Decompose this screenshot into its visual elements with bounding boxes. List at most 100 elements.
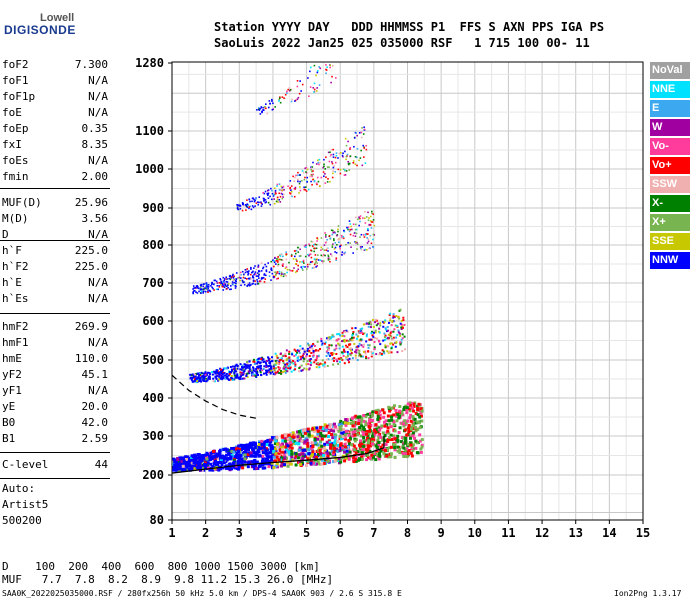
y-tick-label: 500 (142, 353, 164, 367)
echo-point (313, 82, 316, 85)
echo-point (231, 276, 233, 278)
echo-point (234, 287, 237, 289)
echo-point (318, 462, 322, 466)
echo-point (280, 188, 283, 191)
echo-point (341, 251, 344, 253)
echo-point (362, 217, 364, 219)
echo-point (281, 189, 284, 191)
echo-point (333, 239, 335, 242)
x-tick-label: 8 (404, 526, 411, 540)
echo-point (311, 450, 315, 454)
echo-point (262, 197, 265, 200)
echo-point (248, 207, 250, 210)
echo-point (392, 330, 395, 333)
echo-point (296, 85, 299, 88)
echo-point (370, 221, 373, 223)
echo-point (365, 340, 368, 343)
echo-point (280, 258, 283, 261)
param-value: N/A (88, 336, 108, 349)
echo-point (344, 170, 346, 173)
echo-point (254, 283, 257, 286)
echo-point (319, 259, 322, 261)
echo-point (302, 352, 305, 355)
echo-point (203, 283, 205, 285)
echo-point (332, 231, 335, 234)
echo-point (305, 171, 307, 173)
echo-point (233, 281, 236, 284)
echo-point (392, 313, 395, 316)
echo-point (262, 191, 265, 194)
echo-point (367, 439, 371, 443)
echo-point (399, 322, 402, 325)
echo-point (376, 322, 379, 325)
echo-point (288, 261, 290, 264)
echo-point (256, 109, 258, 111)
echo-point (381, 438, 385, 442)
param-value: N/A (88, 384, 108, 397)
echo-point (339, 427, 343, 431)
echo-point (326, 457, 330, 461)
echo-point (338, 347, 341, 350)
echo-point (402, 406, 406, 410)
echo-point (282, 275, 285, 278)
echo-point (292, 369, 295, 372)
echo-point (240, 368, 243, 371)
echo-point (262, 276, 265, 279)
echo-point (375, 449, 379, 453)
echo-point (244, 448, 248, 452)
echo-point (247, 460, 251, 464)
echo-point (367, 325, 370, 328)
echo-point (229, 378, 232, 381)
echo-point (240, 271, 242, 274)
echo-point (312, 351, 315, 354)
echo-point (216, 282, 219, 284)
echo-point (348, 442, 352, 446)
echo-point (386, 414, 390, 418)
echo-point (364, 211, 366, 213)
param-label: B0 (2, 416, 16, 429)
echo-point (346, 346, 349, 349)
echo-point (202, 374, 205, 377)
echo-point (365, 333, 368, 336)
echo-point (411, 415, 415, 419)
echo-point (311, 245, 314, 247)
echo-point (273, 447, 277, 451)
echo-point (306, 181, 308, 183)
echo-point (274, 271, 276, 274)
echo-point (265, 373, 268, 376)
echo-point (274, 464, 278, 468)
echo-point (253, 360, 256, 363)
echo-point (193, 380, 196, 383)
echo-point (279, 359, 282, 362)
echo-point (400, 328, 403, 331)
echo-point (299, 248, 301, 251)
echo-point (277, 362, 280, 365)
echo-point (389, 415, 393, 419)
echo-point (372, 452, 376, 456)
echo-point (288, 359, 291, 362)
echo-point (334, 161, 337, 164)
echo-point (306, 350, 309, 353)
echo-point (274, 439, 278, 443)
echo-point (341, 254, 343, 256)
echo-point (278, 192, 281, 195)
echo-point (386, 431, 390, 435)
y-tick-label: 300 (142, 429, 164, 443)
echo-point (374, 444, 378, 448)
echo-point (307, 344, 310, 347)
echo-point (297, 174, 299, 177)
echo-point (265, 366, 268, 369)
echo-point (343, 253, 346, 256)
echo-point (220, 281, 223, 284)
echo-point (249, 445, 253, 449)
echo-point (398, 409, 402, 413)
echo-point (367, 432, 371, 436)
echo-point (277, 366, 280, 369)
echo-point (405, 455, 409, 459)
echo-point (191, 373, 194, 376)
echo-point (323, 175, 325, 178)
echo-point (304, 189, 307, 191)
echo-point (303, 188, 306, 191)
echo-point (369, 235, 372, 238)
echo-point (354, 456, 358, 460)
